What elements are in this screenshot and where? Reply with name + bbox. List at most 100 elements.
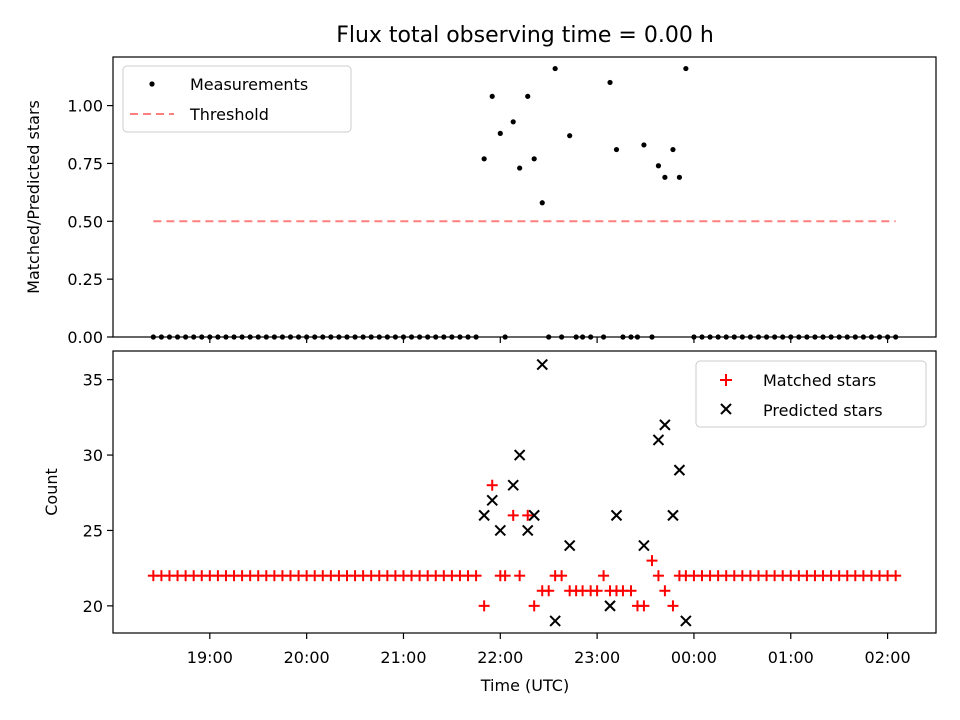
matched-star-point xyxy=(528,600,540,612)
measurement-point xyxy=(510,119,516,125)
predicted-star-point xyxy=(507,479,519,491)
bottom-y-tick-label: 35 xyxy=(83,371,103,390)
top-y-tick-label: 0.75 xyxy=(67,154,103,173)
measurement-point xyxy=(336,334,342,340)
measurement-point xyxy=(691,334,697,340)
top-panel: 0.00 0.25 0.50 0.75 1.00 Matched/Predicted s… xyxy=(24,56,937,347)
measurement-point xyxy=(683,65,689,72)
measurement-point xyxy=(699,334,705,340)
bottom-x-tick-label: 02:00 xyxy=(865,648,911,667)
measurement-point xyxy=(723,334,729,340)
matched-star-point xyxy=(486,479,498,491)
measurement-point xyxy=(620,334,626,340)
measurement-point xyxy=(408,334,415,340)
top-y-axis-label: Matched/Predicted stars xyxy=(24,100,43,294)
measurement-point xyxy=(489,93,495,99)
matched-star-point xyxy=(507,509,519,521)
measurement-point xyxy=(649,334,655,340)
measurement-point xyxy=(279,334,286,340)
measurement-point xyxy=(247,334,253,340)
measurement-point xyxy=(525,93,531,99)
matched-star-point xyxy=(556,570,568,582)
measurement-point xyxy=(820,334,826,340)
measurement-point xyxy=(441,334,447,340)
measurement-point xyxy=(844,334,850,340)
predicted-star-point xyxy=(659,419,671,431)
bottom-y-tick-label: 25 xyxy=(83,521,103,540)
matched-star-point xyxy=(638,600,650,612)
legend-x-icon xyxy=(720,403,732,415)
measurement-point xyxy=(312,334,318,340)
measurement-point xyxy=(607,79,613,86)
measurement-point xyxy=(755,334,762,340)
predicted-star-point xyxy=(528,509,540,522)
measurement-point xyxy=(634,334,641,340)
matched-star-point xyxy=(522,509,534,521)
predicted-star-point xyxy=(494,524,507,537)
legend-matched-label: Matched stars xyxy=(763,371,876,390)
top-y-tick-label: 0.00 xyxy=(67,328,103,347)
bottom-y-tick-label: 30 xyxy=(83,446,103,465)
measurement-point xyxy=(884,334,891,340)
measurement-point xyxy=(497,130,503,136)
predicted-star-point xyxy=(478,509,490,522)
measurement-point xyxy=(715,334,721,340)
measurement-point xyxy=(796,334,802,340)
bottom-x-tick-label: 22:00 xyxy=(477,648,523,667)
bottom-legend-box xyxy=(695,360,927,428)
measurement-point xyxy=(344,334,350,340)
measurement-point xyxy=(588,334,594,340)
measurement-point xyxy=(481,156,487,162)
top-y-tick-label: 0.50 xyxy=(67,212,103,231)
measurement-point xyxy=(804,334,810,340)
predicted-star-point xyxy=(522,524,534,537)
bottom-panel: 20 25 30 35 19:00 20:00 21:00 22:00 23:00 00:00 0… xyxy=(42,350,937,695)
predicted-star-point xyxy=(486,494,498,507)
predicted-star-point xyxy=(673,464,686,476)
measurement-point xyxy=(531,156,537,162)
predicted-star-point xyxy=(638,539,650,552)
measurement-point xyxy=(304,334,310,340)
legend-measurements-label: Measurements xyxy=(190,75,308,94)
matched-star-point xyxy=(470,570,482,582)
measurement-point xyxy=(670,146,676,153)
measurement-point xyxy=(191,334,197,340)
matched-star-point xyxy=(625,585,637,597)
predicted-star-point xyxy=(513,449,526,461)
measurement-point xyxy=(433,334,439,340)
measurement-point xyxy=(158,334,165,340)
measurement-point xyxy=(376,334,382,340)
measurement-point xyxy=(731,334,737,340)
measurement-point xyxy=(628,334,634,340)
predicted-star-point xyxy=(610,509,623,522)
measurement-point xyxy=(876,334,883,340)
measurement-point xyxy=(352,334,358,340)
bottom-y-axis-label: Count xyxy=(42,468,61,516)
measurement-point xyxy=(425,334,431,340)
matched-star-point xyxy=(646,555,658,567)
measurement-point xyxy=(868,334,875,340)
measurement-point xyxy=(772,334,778,340)
measurement-point xyxy=(552,65,558,72)
measurement-point xyxy=(183,334,189,340)
predicted-star-point xyxy=(549,615,561,627)
predicted-star-point xyxy=(680,615,692,627)
legend-plus-icon xyxy=(720,374,732,386)
measurement-point xyxy=(517,165,523,171)
measurement-point xyxy=(465,334,471,340)
bottom-x-axis-label: Time (UTC) xyxy=(480,676,569,695)
measurement-point xyxy=(739,334,745,340)
measurement-point xyxy=(836,334,842,340)
legend-predicted-label: Predicted stars xyxy=(763,401,883,420)
measurement-point xyxy=(573,334,579,340)
matched-star-point xyxy=(499,570,511,582)
measurement-point xyxy=(231,334,237,340)
measurement-point xyxy=(295,334,302,340)
measurement-point xyxy=(199,334,205,340)
bottom-x-tick-label: 23:00 xyxy=(574,648,620,667)
matched-star-point xyxy=(514,570,526,582)
measurement-point xyxy=(166,334,173,340)
measurement-point xyxy=(641,142,647,148)
top-legend: Measurements Threshold xyxy=(122,65,352,133)
